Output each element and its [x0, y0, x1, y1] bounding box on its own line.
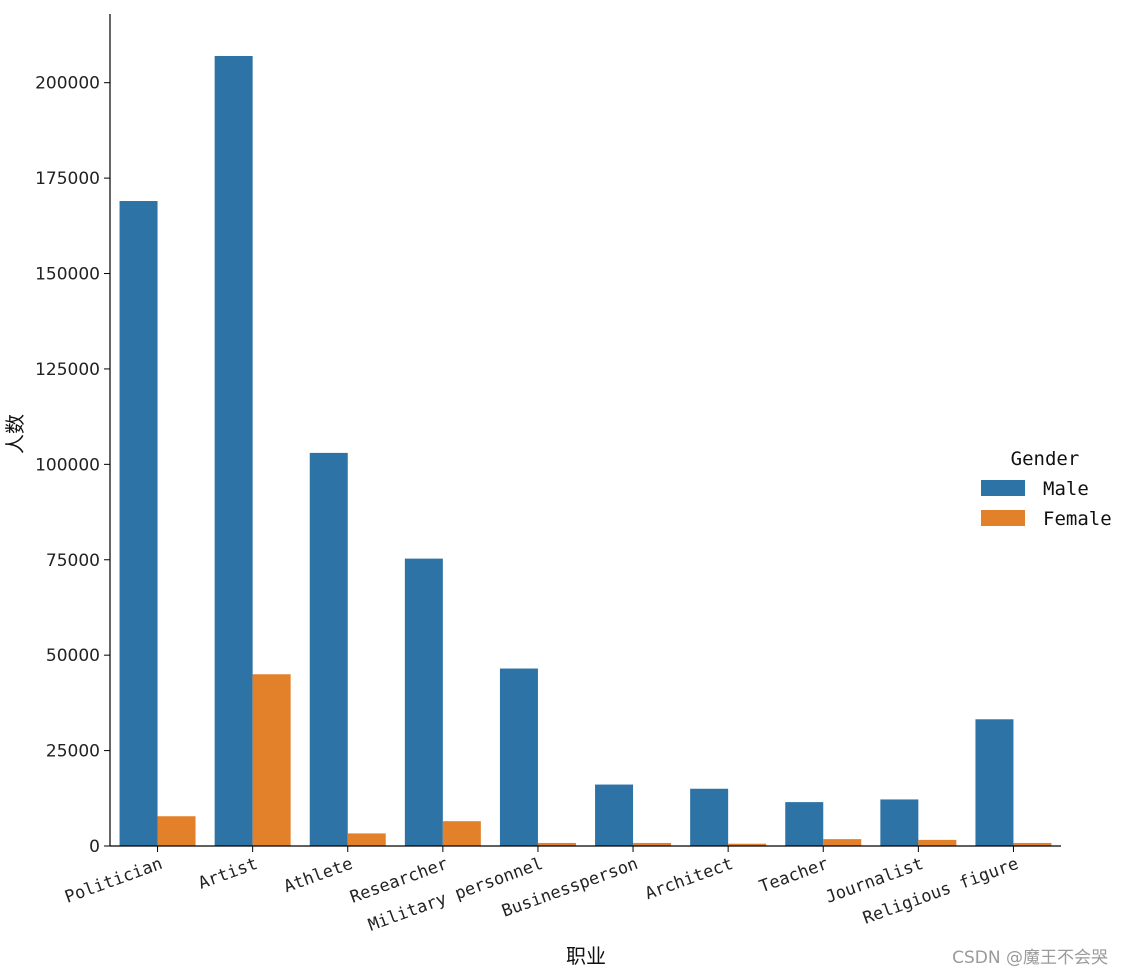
- bar-male-architect: [690, 788, 729, 846]
- x-tick-label: Artist: [196, 854, 261, 894]
- bar-female-businessperson: [633, 842, 672, 846]
- bar-female-politician: [157, 816, 196, 846]
- x-tick-label: Religious figure: [860, 854, 1021, 929]
- bar-female-military-personnel: [537, 842, 576, 846]
- legend: Gender Male Female: [981, 448, 1112, 530]
- y-ticks: 0 25000 50000 75000 100000 125000 150000 175000…: [35, 74, 110, 857]
- bar-male-military-personnel: [499, 668, 538, 846]
- legend-label-female: Female: [1043, 508, 1112, 530]
- y-tick-label: 25000: [46, 742, 100, 762]
- x-axis-title: 职业: [566, 944, 606, 968]
- bar-male-businessperson: [595, 784, 634, 846]
- axes-layer: [109, 14, 1061, 847]
- bar-male-teacher: [785, 802, 824, 846]
- bar-male-religious-figure: [975, 719, 1014, 846]
- bar-male-journalist: [880, 799, 919, 846]
- legend-swatch-female: [981, 510, 1025, 526]
- bar-female-religious-figure: [1013, 842, 1052, 846]
- bar-male-artist: [214, 55, 253, 847]
- y-axis-title: 人数: [3, 414, 27, 454]
- legend-label-male: Male: [1043, 478, 1089, 500]
- bar-male-researcher: [404, 558, 443, 846]
- y-tick-label: 150000: [35, 265, 100, 285]
- x-tick-label: Politician: [62, 854, 165, 908]
- x-tick-label: Athlete: [281, 854, 355, 897]
- y-tick-label: 75000: [46, 551, 100, 571]
- bar-female-athlete: [347, 833, 386, 846]
- bar-female-artist: [252, 674, 291, 846]
- x-tick-label: Teacher: [757, 854, 831, 897]
- bar-female-architect: [728, 843, 767, 846]
- bar-female-researcher: [442, 821, 481, 846]
- y-tick-label: 200000: [35, 74, 100, 94]
- x-tick-label: Architect: [642, 854, 735, 904]
- bar-female-journalist: [918, 839, 957, 846]
- y-tick-label: 175000: [35, 169, 100, 189]
- bar-male-athlete: [309, 452, 348, 846]
- bars-layer: [119, 55, 1052, 847]
- y-tick-label: 0: [89, 837, 100, 857]
- y-tick-label: 125000: [35, 360, 100, 380]
- watermark: CSDN @魔王不会哭: [952, 948, 1108, 968]
- legend-title: Gender: [1011, 448, 1080, 470]
- bar-male-politician: [119, 201, 158, 847]
- legend-swatch-male: [981, 480, 1025, 496]
- bar-female-teacher: [823, 839, 862, 846]
- y-tick-label: 50000: [46, 646, 100, 666]
- x-ticks: Politician Artist AthleteResearcherMilitar…: [62, 846, 1021, 936]
- y-tick-label: 100000: [35, 455, 100, 475]
